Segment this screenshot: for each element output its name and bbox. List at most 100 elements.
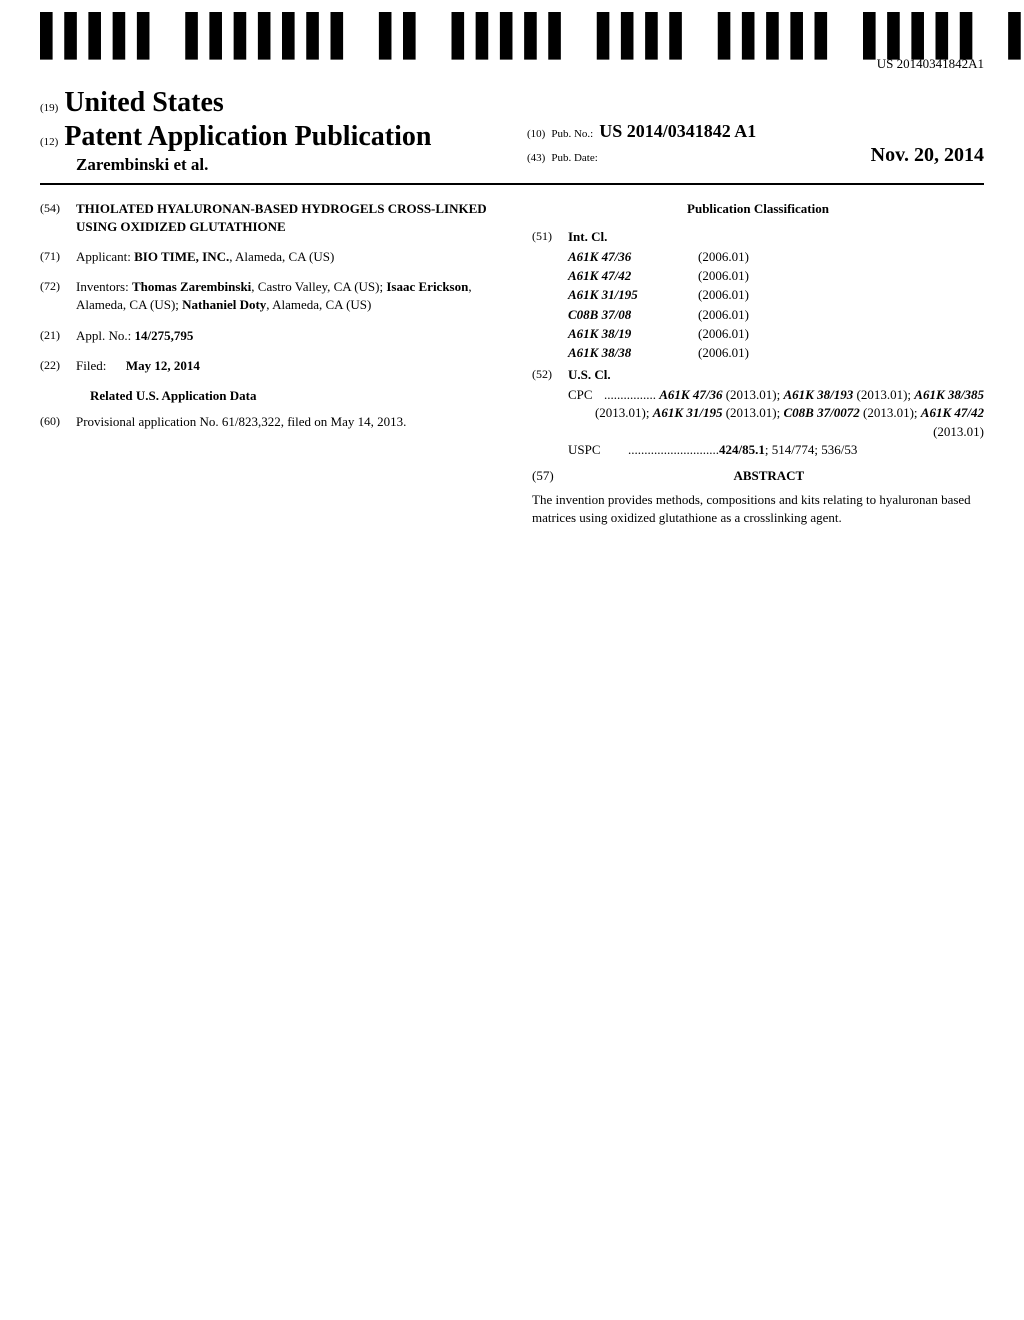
intcl-label: Int. Cl. [568, 228, 984, 246]
code-21: (21) [40, 327, 76, 345]
pub-date: Nov. 20, 2014 [871, 144, 984, 167]
related-text: Provisional application No. 61/823,322, … [76, 413, 492, 431]
applno-body: Appl. No.: 14/275,795 [76, 327, 492, 345]
uspc-rest: ; 514/774; 536/53 [765, 441, 857, 459]
intcl-year-3: (2006.01) [698, 306, 749, 324]
uspc-row: USPC ............................ 424/85… [532, 441, 984, 459]
inventors-body: Inventors: Thomas Zarembinski, Castro Va… [76, 278, 492, 314]
left-header: (19) United States (12) Patent Applicati… [40, 87, 497, 175]
intcl-item: C08B 37/08(2006.01) [532, 306, 984, 324]
code-22: (22) [40, 357, 76, 375]
pub-no: US 2014/0341842 A1 [599, 121, 756, 142]
inventor-loc-0: , Castro Valley, CA (US); [251, 279, 386, 294]
header-divider [40, 183, 984, 185]
inventors-label: Inventors: [76, 279, 129, 294]
applno-row: (21) Appl. No.: 14/275,795 [40, 327, 492, 345]
filed-row: (22) Filed: May 12, 2014 [40, 357, 492, 375]
intcl-year-1: (2006.01) [698, 267, 749, 285]
uscl-label: U.S. Cl. [568, 366, 984, 384]
code-71: (71) [40, 248, 76, 266]
cpc-block: CPC ................ A61K 47/36 (2013.01… [532, 386, 984, 441]
applicant-name: BIO TIME, INC. [134, 249, 229, 264]
applicant-row: (71) Applicant: BIO TIME, INC., Alameda,… [40, 248, 492, 266]
cpc-label: CPC [568, 386, 593, 404]
cpc-code-0: A61K 47/36 [659, 387, 722, 402]
code-51: (51) [532, 228, 568, 246]
right-header: (10) Pub. No.: US 2014/0341842 A1 (43) P… [497, 87, 984, 167]
intcl-item: A61K 38/38(2006.01) [532, 344, 984, 362]
cpc-year-4: (2013.01) [863, 405, 914, 420]
classification-heading: Publication Classification [532, 200, 984, 218]
cpc-code-2: A61K 38/385 [914, 387, 984, 402]
code-43: (43) [527, 152, 545, 164]
filed-label: Filed: [76, 358, 106, 373]
inventor-loc-2: , Alameda, CA (US) [266, 297, 371, 312]
barcode-graphic: ▌▌▌▌▌ ▌▌▌▌▌▌▌ ▌▌ ▌▌▌▌▌ ▌▌▌▌ ▌▌▌▌▌ ▌▌▌▌▌ … [40, 20, 1024, 54]
left-column: (54) THIOLATED HYALURONAN-BASED HYDROGEL… [40, 200, 492, 527]
cpc-year-1: (2013.01) [856, 387, 907, 402]
intcl-row: (51) Int. Cl. [532, 228, 984, 246]
applicant-body: Applicant: BIO TIME, INC., Alameda, CA (… [76, 248, 492, 266]
applno-value: 14/275,795 [135, 328, 194, 343]
cpc-year-5: (2013.01) [933, 424, 984, 439]
intcl-item: A61K 47/42(2006.01) [532, 267, 984, 285]
intcl-item: A61K 38/19(2006.01) [532, 325, 984, 343]
publication-type: Patent Application Publication [64, 121, 431, 153]
abstract-text: The invention provides methods, composit… [532, 491, 984, 526]
intcl-code-2: A61K 31/195 [568, 286, 698, 304]
applicant-loc: , Alameda, CA (US) [229, 249, 334, 264]
intcl-code-1: A61K 47/42 [568, 267, 698, 285]
inventor-name-1: Isaac Erickson [386, 279, 468, 294]
cpc-year-3: (2013.01) [726, 405, 777, 420]
code-19: (19) [40, 102, 58, 114]
uspc-label: USPC [568, 441, 628, 459]
intcl-item: A61K 31/195(2006.01) [532, 286, 984, 304]
related-row: (60) Provisional application No. 61/823,… [40, 413, 492, 431]
title-row: (54) THIOLATED HYALURONAN-BASED HYDROGEL… [40, 200, 492, 236]
code-54: (54) [40, 200, 76, 236]
cpc-code-4: C08B 37/0072 [784, 405, 860, 420]
applicant-label: Applicant: [76, 249, 131, 264]
cpc-dots: ................ [604, 387, 659, 402]
intcl-code-3: C08B 37/08 [568, 306, 698, 324]
code-12: (12) [40, 136, 58, 148]
cpc-year-2: (2013.01) [595, 405, 646, 420]
intcl-code-0: A61K 47/36 [568, 248, 698, 266]
related-heading: Related U.S. Application Data [90, 387, 492, 405]
abstract-heading: ABSTRACT [532, 467, 984, 485]
intcl-year-5: (2006.01) [698, 344, 749, 362]
filed-body: Filed: May 12, 2014 [76, 357, 492, 375]
cpc-code-5: A61K 47/42 [921, 405, 984, 420]
inventor-name-2: Nathaniel Doty [182, 297, 266, 312]
header-row: (19) United States (12) Patent Applicati… [40, 87, 984, 175]
pub-date-label: Pub. Date: [551, 152, 597, 164]
intcl-code-4: A61K 38/19 [568, 325, 698, 343]
code-60: (60) [40, 413, 76, 431]
intcl-year-2: (2006.01) [698, 286, 749, 304]
filed-value: May 12, 2014 [126, 358, 200, 373]
cpc-code-3: A61K 31/195 [653, 405, 723, 420]
right-column: Publication Classification (51) Int. Cl.… [532, 200, 984, 527]
abstract-header: (57) ABSTRACT [532, 467, 984, 485]
patent-title: THIOLATED HYALURONAN-BASED HYDROGELS CRO… [76, 200, 492, 236]
intcl-year-0: (2006.01) [698, 248, 749, 266]
code-57: (57) [532, 467, 554, 485]
applno-label: Appl. No.: [76, 328, 131, 343]
cpc-year-0: (2013.01) [726, 387, 777, 402]
cpc-code-1: A61K 38/193 [784, 387, 854, 402]
intcl-code-5: A61K 38/38 [568, 344, 698, 362]
code-52: (52) [532, 366, 568, 384]
pub-no-label: Pub. No.: [551, 128, 593, 140]
uspc-value: 424/85.1 [719, 441, 765, 459]
inventors-row: (72) Inventors: Thomas Zarembinski, Cast… [40, 278, 492, 314]
abstract-section: (57) ABSTRACT The invention provides met… [532, 467, 984, 526]
intcl-year-4: (2006.01) [698, 325, 749, 343]
intcl-item: A61K 47/36(2006.01) [532, 248, 984, 266]
authors-header: Zarembinski et al. [76, 155, 497, 175]
inventor-name-0: Thomas Zarembinski [132, 279, 251, 294]
main-columns: (54) THIOLATED HYALURONAN-BASED HYDROGEL… [40, 200, 984, 527]
barcode-section: ▌▌▌▌▌ ▌▌▌▌▌▌▌ ▌▌ ▌▌▌▌▌ ▌▌▌▌ ▌▌▌▌▌ ▌▌▌▌▌ … [40, 20, 984, 72]
uspc-dots: ............................ [628, 441, 719, 459]
uscl-row: (52) U.S. Cl. [532, 366, 984, 384]
code-72: (72) [40, 278, 76, 314]
